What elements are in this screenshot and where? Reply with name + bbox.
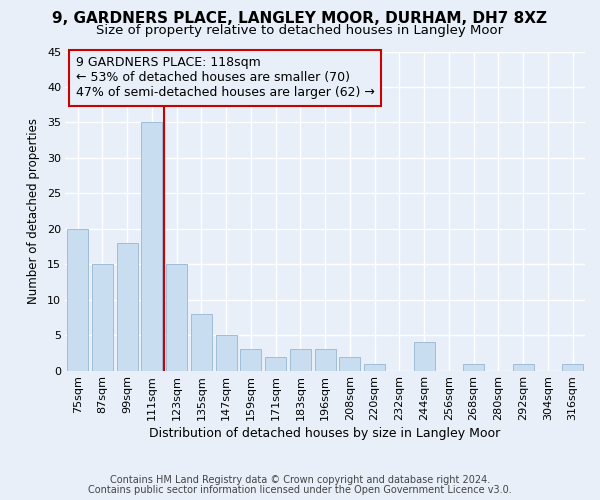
Bar bbox=[241, 350, 262, 371]
Text: Contains public sector information licensed under the Open Government Licence v3: Contains public sector information licen… bbox=[88, 485, 512, 495]
Bar bbox=[314, 350, 335, 371]
Bar bbox=[67, 229, 88, 371]
Bar bbox=[265, 356, 286, 371]
Bar bbox=[166, 264, 187, 371]
Bar bbox=[340, 356, 361, 371]
Bar bbox=[512, 364, 533, 371]
X-axis label: Distribution of detached houses by size in Langley Moor: Distribution of detached houses by size … bbox=[149, 427, 501, 440]
Bar bbox=[413, 342, 434, 371]
Text: Size of property relative to detached houses in Langley Moor: Size of property relative to detached ho… bbox=[97, 24, 503, 37]
Bar bbox=[290, 350, 311, 371]
Text: 9 GARDNERS PLACE: 118sqm
← 53% of detached houses are smaller (70)
47% of semi-d: 9 GARDNERS PLACE: 118sqm ← 53% of detach… bbox=[76, 56, 374, 100]
Text: Contains HM Land Registry data © Crown copyright and database right 2024.: Contains HM Land Registry data © Crown c… bbox=[110, 475, 490, 485]
Bar bbox=[191, 314, 212, 371]
Bar bbox=[215, 336, 236, 371]
Text: 9, GARDNERS PLACE, LANGLEY MOOR, DURHAM, DH7 8XZ: 9, GARDNERS PLACE, LANGLEY MOOR, DURHAM,… bbox=[53, 11, 548, 26]
Bar bbox=[142, 122, 163, 371]
Bar bbox=[92, 264, 113, 371]
Bar bbox=[463, 364, 484, 371]
Bar bbox=[116, 243, 137, 371]
Bar bbox=[364, 364, 385, 371]
Y-axis label: Number of detached properties: Number of detached properties bbox=[27, 118, 40, 304]
Bar bbox=[562, 364, 583, 371]
